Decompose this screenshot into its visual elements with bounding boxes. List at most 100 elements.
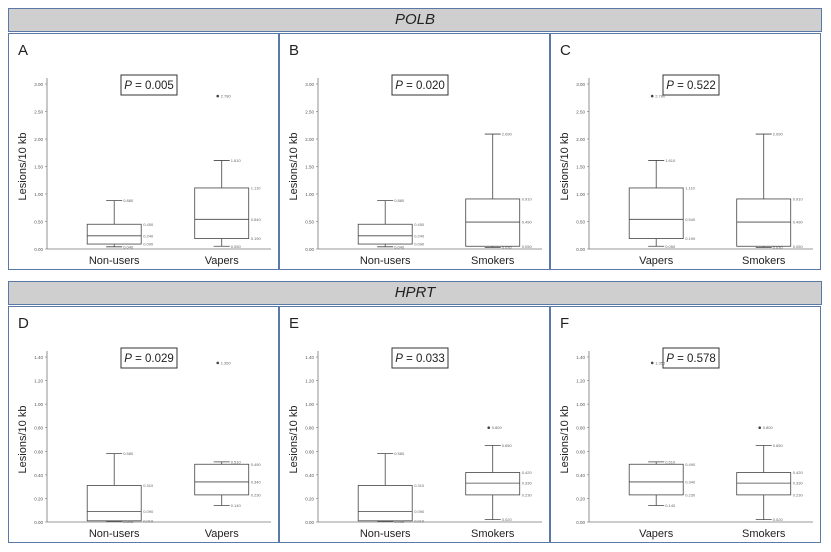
q3-label: 0.490 <box>685 462 696 467</box>
p-symbol: P <box>666 353 674 365</box>
y-tick-label: 1.00 <box>34 402 43 407</box>
q3-label: 0.450 <box>143 222 154 227</box>
x-category-label: Non-users <box>360 255 411 267</box>
q1-label: 0.090 <box>414 242 425 247</box>
box-iqr <box>357 223 413 245</box>
outlier-label: 2.780 <box>655 94 666 99</box>
median-label: 0.490 <box>793 220 804 225</box>
q3-label: 0.420 <box>522 470 533 475</box>
x-category-label: Vapers <box>639 528 674 540</box>
panel-letter: E <box>289 315 299 332</box>
box-iqr <box>357 485 413 522</box>
y-tick-label: 0.50 <box>305 220 314 225</box>
x-category-label: Vapers <box>205 255 240 267</box>
y-tick-label: 1.00 <box>576 402 585 407</box>
outlier-point <box>758 426 762 430</box>
min-label: 0.020 <box>502 517 513 522</box>
max-label: 1.610 <box>231 158 242 163</box>
y-tick-label: 1.50 <box>576 165 585 170</box>
q1-label: 0.230 <box>685 492 696 497</box>
y-tick-label: 0.00 <box>576 520 585 525</box>
max-label: 0.880 <box>123 198 134 203</box>
y-tick-label: 1.20 <box>576 379 585 384</box>
outlier-label: 1.350 <box>655 360 666 365</box>
y-tick-label: 0.20 <box>305 496 314 501</box>
median-label: 0.540 <box>685 217 696 222</box>
p-symbol: P <box>124 80 132 92</box>
x-category-label: Smokers <box>471 255 515 267</box>
y-tick-label: 0.50 <box>34 220 43 225</box>
x-category-label: Non-users <box>360 528 411 540</box>
min-label: 0.140 <box>231 503 242 508</box>
min-label: 0.050 <box>231 244 242 249</box>
p-value-box <box>662 74 720 96</box>
y-tick-label: 2.50 <box>576 110 585 115</box>
p-symbol: P <box>395 353 403 365</box>
box-iqr <box>628 187 684 239</box>
q3-label: 1.110 <box>251 185 261 190</box>
x-category-label: Vapers <box>205 528 240 540</box>
outlier-point <box>487 426 491 430</box>
y-tick-label: 1.50 <box>305 165 314 170</box>
x-category-label: Non-users <box>89 255 140 267</box>
y-tick-label: 0.40 <box>305 473 314 478</box>
box-iqr <box>628 463 684 496</box>
panel-f: F P = 0.578 Lesions/10 kb 0.00 0.20 0.40 0.60 0… <box>550 306 821 543</box>
max-label: 0.580 <box>394 451 405 456</box>
y-tick-label: 0.00 <box>305 247 314 252</box>
min-label: 0.005 <box>123 519 134 524</box>
y-tick-label: 0.60 <box>576 449 585 454</box>
q1-label: 0.010 <box>414 518 425 523</box>
y-tick-label: 1.40 <box>305 355 314 360</box>
median-label: 0.340 <box>685 479 696 484</box>
outlier-point <box>216 361 220 365</box>
q1-label: 0.230 <box>251 492 262 497</box>
p-value-label: P = 0.522 <box>666 80 716 92</box>
max-label: 0.880 <box>394 198 405 203</box>
y-tick-label: 1.00 <box>305 402 314 407</box>
max-label: 2.090 <box>773 132 784 137</box>
min-label: 0.005 <box>394 519 405 524</box>
panel-b: B P = 0.020 Lesions/10 kb 0.00 0.50 1.00 1.50 2… <box>279 33 550 270</box>
y-tick-label: 0.00 <box>576 247 585 252</box>
y-tick-label: 2.00 <box>34 137 43 142</box>
y-tick-label: 0.80 <box>305 426 314 431</box>
min-label: 0.050 <box>665 244 676 249</box>
panel-letter: F <box>560 315 569 332</box>
panel-letter: D <box>18 315 29 332</box>
q1-label: 0.230 <box>522 492 533 497</box>
box-iqr <box>86 485 142 522</box>
p-value-box <box>391 74 449 96</box>
min-label: 0.030 <box>502 245 513 250</box>
y-tick-label: 3.00 <box>34 82 43 87</box>
q1-label: 0.010 <box>143 518 154 523</box>
y-tick-label: 3.00 <box>305 82 314 87</box>
y-tick-label: 2.00 <box>305 137 314 142</box>
q1-label: 0.050 <box>522 244 533 249</box>
p-value: = 0.005 <box>132 80 174 92</box>
outlier-label: 2.780 <box>221 94 232 99</box>
y-tick-label: 2.50 <box>305 110 314 115</box>
box-iqr <box>465 472 521 496</box>
y-tick-label: 1.20 <box>34 379 43 384</box>
y-tick-label: 0.60 <box>34 449 43 454</box>
y-tick-label: 3.00 <box>576 82 585 87</box>
y-tick-label: 0.40 <box>34 473 43 478</box>
y-axis-label: Lesions/10 kb <box>559 133 571 201</box>
p-value-label: P = 0.578 <box>666 353 716 365</box>
y-tick-label: 0.00 <box>34 247 43 252</box>
y-tick-label: 1.00 <box>576 192 585 197</box>
y-tick-label: 1.20 <box>305 379 314 384</box>
panel-a: A P = 0.005 Lesions/10 kb 0.00 0.50 1.00 1.50 2… <box>8 33 279 270</box>
panel-d: D P = 0.029 Lesions/10 kb 0.00 0.20 0.40 0.60 0… <box>8 306 279 543</box>
p-value-label: P = 0.020 <box>395 80 445 92</box>
y-tick-label: 1.50 <box>34 165 43 170</box>
y-tick-label: 2.50 <box>34 110 43 115</box>
max-label: 0.510 <box>665 459 676 464</box>
box-iqr <box>194 463 250 496</box>
q3-label: 0.450 <box>414 222 425 227</box>
q3-label: 0.420 <box>793 470 804 475</box>
p-value: = 0.578 <box>674 353 716 365</box>
y-tick-label: 0.00 <box>305 520 314 525</box>
q1-label: 0.230 <box>793 492 804 497</box>
